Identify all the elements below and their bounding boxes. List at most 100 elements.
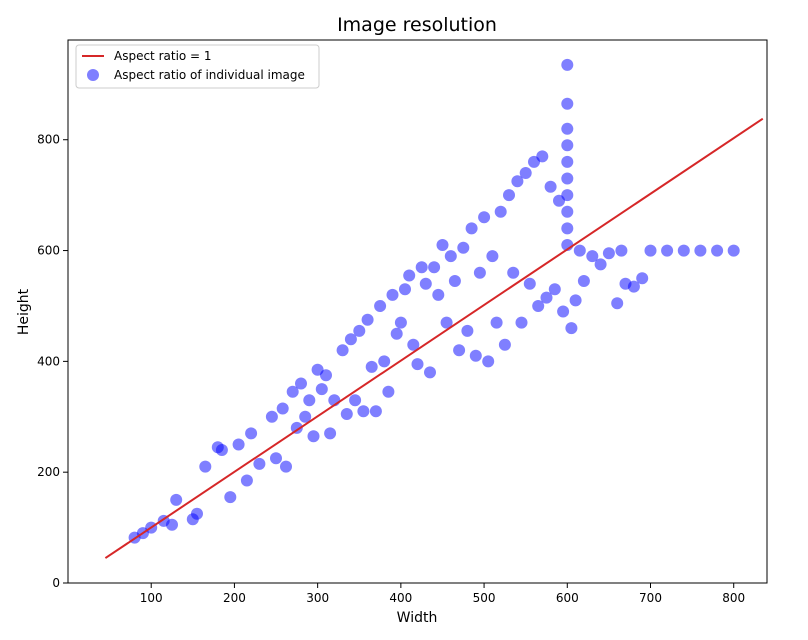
plot-area xyxy=(67,39,768,584)
scatter-point xyxy=(411,358,424,371)
x-tick-label: 500 xyxy=(473,591,496,605)
scatter-point xyxy=(615,244,628,257)
scatter-point xyxy=(428,261,441,274)
scatter-point xyxy=(436,239,449,251)
scatter-point xyxy=(286,385,299,398)
scatter-point xyxy=(299,410,312,423)
scatter-point xyxy=(561,189,574,202)
scatter-point xyxy=(224,491,237,504)
scatter-point xyxy=(199,460,212,473)
scatter-point xyxy=(661,244,674,257)
scatter-point xyxy=(265,410,278,423)
scatter-point xyxy=(290,421,303,434)
scatter-point xyxy=(594,258,607,271)
scatter-point xyxy=(636,272,649,285)
scatter-point xyxy=(544,180,557,193)
scatter-point xyxy=(677,244,690,257)
scatter-point xyxy=(403,269,416,282)
x-tick-label: 100 xyxy=(140,591,163,605)
scatter-point xyxy=(444,250,457,263)
scatter-point xyxy=(320,369,332,382)
scatter-point xyxy=(386,288,399,301)
scatter-point xyxy=(276,402,289,415)
scatter-point xyxy=(270,452,282,465)
scatter-point xyxy=(394,316,407,329)
x-tick-label: 700 xyxy=(639,591,662,605)
scatter-point xyxy=(561,155,574,168)
x-tick-label: 300 xyxy=(306,591,329,605)
scatter-point xyxy=(557,305,570,318)
scatter-point xyxy=(280,460,292,473)
scatter-point xyxy=(295,377,307,390)
scatter-point xyxy=(561,122,574,135)
scatter-point xyxy=(361,313,374,326)
scatter-point xyxy=(315,383,328,396)
scatter-point xyxy=(586,250,599,263)
x-tick-label: 800 xyxy=(722,591,745,605)
y-tick-label: 800 xyxy=(37,133,60,147)
scatter-point xyxy=(245,427,258,440)
scatter-point xyxy=(694,244,707,257)
scatter-point xyxy=(448,275,461,287)
scatter-point xyxy=(432,288,445,301)
scatter-point xyxy=(561,139,574,152)
scatter-point xyxy=(369,405,382,418)
scatter-point xyxy=(324,427,337,440)
scatter-point xyxy=(602,247,615,260)
scatter-point xyxy=(577,275,590,287)
scatter-point xyxy=(486,250,499,263)
scatter-point xyxy=(357,405,370,418)
scatter-point xyxy=(473,266,486,279)
scatter-point xyxy=(453,344,466,357)
scatter-point xyxy=(419,277,432,290)
scatter-points xyxy=(128,58,740,544)
scatter-point xyxy=(382,385,395,398)
scatter-point xyxy=(565,322,578,335)
legend-scatter-label: Aspect ratio of individual image xyxy=(114,68,305,82)
scatter-point xyxy=(561,172,574,185)
scatter-point xyxy=(440,316,453,329)
scatter-point xyxy=(511,175,524,188)
scatter-point xyxy=(611,297,624,310)
chart-title: Image resolution xyxy=(337,14,497,36)
scatter-point xyxy=(482,355,495,368)
scatter-point xyxy=(536,150,549,163)
scatter-point xyxy=(727,244,740,257)
scatter-point xyxy=(390,327,403,340)
scatter-point xyxy=(465,222,478,235)
scatter-point xyxy=(532,300,545,312)
scatter-point xyxy=(561,205,574,218)
scatter-point xyxy=(627,280,640,293)
scatter-point xyxy=(170,493,183,506)
scatter-point xyxy=(561,58,574,71)
scatter-point xyxy=(215,444,228,456)
x-tick-label: 400 xyxy=(389,591,412,605)
scatter-point xyxy=(232,438,245,451)
scatter-point xyxy=(374,300,387,312)
scatter-point xyxy=(503,189,515,202)
scatter-point xyxy=(523,277,536,290)
scatter-point xyxy=(561,222,574,235)
scatter-point xyxy=(415,261,428,274)
scatter-point xyxy=(424,366,436,379)
legend: Aspect ratio = 1 Aspect ratio of individ… xyxy=(75,44,320,89)
scatter-point xyxy=(365,360,378,373)
scatter-point xyxy=(407,338,420,351)
x-axis-label: Width xyxy=(397,610,438,626)
y-tick-label: 200 xyxy=(37,465,60,479)
scatter-point xyxy=(399,283,411,296)
legend-line-label: Aspect ratio = 1 xyxy=(114,49,212,63)
scatter-point xyxy=(494,205,507,218)
scatter-point xyxy=(457,241,470,254)
y-axis-label: Height xyxy=(16,288,32,335)
reference-line xyxy=(104,117,764,559)
scatter-point xyxy=(253,457,266,470)
y-tick-label: 400 xyxy=(37,354,60,368)
scatter-point xyxy=(644,244,657,257)
scatter-point xyxy=(490,316,503,329)
scatter-point xyxy=(478,211,491,224)
scatter-point xyxy=(569,294,582,307)
scatter-point xyxy=(711,244,724,257)
scatter-point xyxy=(561,97,574,110)
